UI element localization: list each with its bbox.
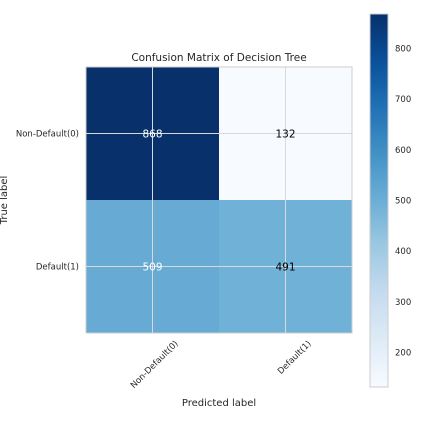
colorbar-tick-label: 400 [395,247,411,257]
cell-value-label: 491 [275,262,295,274]
colorbar-tick-label: 300 [395,298,411,308]
colorbar-tick-label: 700 [395,95,411,105]
colorbar-tick-label: 600 [395,146,411,156]
colorbar-tick-label: 500 [395,197,411,207]
cell-value-labels: 868 132 509 491 [142,129,295,274]
plot-frame [85,66,353,334]
colorbar-tick-label: 800 [395,44,411,54]
x-tick-labels: Non-Default(0) Default(1) [129,339,314,391]
y-tick-labels: Non-Default(0) Default(1) [16,130,79,273]
colorbar-tick-labels: 200 300 400 500 600 700 800 [395,44,411,358]
cell-value-label: 509 [142,262,162,274]
colorbar [369,13,389,388]
y-tick-label: Non-Default(0) [16,130,79,140]
cell-value-label: 132 [275,129,295,141]
grid-lines [86,67,352,333]
heatmap-cells [86,67,352,333]
x-tick-label: Default(1) [276,339,314,377]
x-tick-label: Non-Default(0) [129,339,181,391]
y-axis-label: True label [0,176,10,226]
chart-title: Confusion Matrix of Decision Tree [131,52,306,64]
colorbar-tick-label: 200 [395,349,411,359]
y-tick-label: Default(1) [36,263,79,273]
cell-value-label: 868 [142,129,162,141]
x-axis-label: Predicted label [182,398,256,409]
